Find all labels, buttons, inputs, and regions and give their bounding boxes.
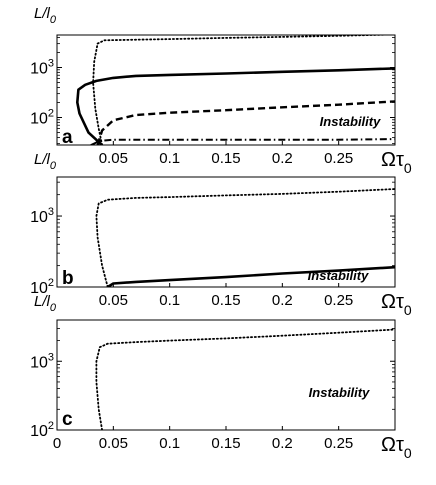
x-tick-label: 0.15 [211, 292, 240, 309]
y-axis-label: L/l0 [34, 293, 57, 314]
plot-frame [56, 319, 396, 431]
series-group [95, 328, 395, 430]
instability-annotation: Instability [309, 385, 370, 400]
x-tick-label: 0.15 [211, 150, 240, 167]
x-tick-label: 0.2 [272, 150, 293, 167]
x-tick-label: 0.05 [99, 150, 128, 167]
series-solid-line [76, 67, 395, 145]
x-tick-label: 0.05 [99, 435, 128, 452]
y-tick-label: 102 [30, 277, 54, 297]
instability-annotation: Instability [320, 114, 381, 129]
series-dotted-line [95, 328, 395, 430]
y-tick-label: 103 [30, 351, 54, 371]
y-tick-label: 102 [30, 108, 54, 128]
panel-letter: a [62, 127, 73, 148]
x-tick-label-zero: 0 [53, 435, 61, 452]
series-group [76, 35, 395, 145]
x-tick-label: 0.1 [159, 150, 180, 167]
x-tick-label: 0.05 [99, 292, 128, 309]
x-axis-label: Ωτ0 [381, 149, 412, 176]
x-tick-label: 0.15 [211, 435, 240, 452]
y-tick-label: 103 [30, 58, 54, 78]
x-axis-label: Ωτ0 [381, 434, 412, 461]
y-axis-label: L/l0 [34, 5, 57, 26]
x-tick-label: 0.2 [272, 435, 293, 452]
panel-letter: c [62, 409, 73, 430]
y-tick-label: 102 [30, 420, 54, 440]
series-group [95, 188, 395, 287]
series-dashed-line [96, 100, 395, 145]
instability-annotation: Instability [308, 268, 369, 283]
x-tick-label: 0.25 [324, 292, 353, 309]
y-axis-label: L/l0 [34, 151, 57, 172]
series-solid-line [107, 265, 395, 287]
x-tick-label: 0.2 [272, 292, 293, 309]
series-dotted-line [92, 35, 395, 145]
x-tick-label: 0.1 [159, 292, 180, 309]
x-tick-label: 0.25 [324, 435, 353, 452]
series-dotted-line [95, 188, 395, 287]
panel-b: 0.05 0.1 0.15 0.2 0.25 102 103 L/l0 Ωτ0 b Instabil… [30, 151, 412, 318]
y-tick-label: 103 [30, 206, 54, 226]
x-tick-label: 0.25 [324, 150, 353, 167]
panel-letter: b [62, 268, 74, 289]
panel-a: 0.05 0.1 0.15 0.2 0.25 102 103 L/l0 Ωτ0 a Instabil… [30, 5, 412, 176]
series-dashdot-line [90, 138, 395, 145]
x-tick-label: 0.1 [159, 435, 180, 452]
x-axis-label: Ωτ0 [381, 291, 412, 318]
